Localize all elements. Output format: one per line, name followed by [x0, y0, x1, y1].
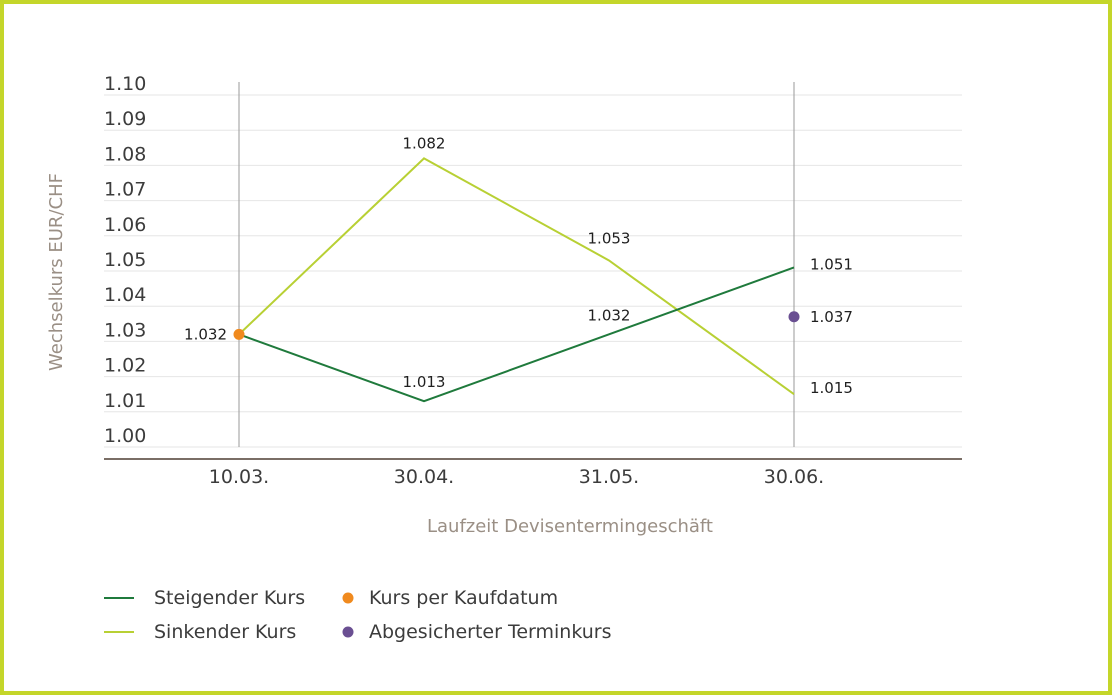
legend-item: Kurs per Kaufdatum: [342, 587, 558, 609]
x-tick-label: 10.03.: [209, 466, 269, 488]
legend: Steigender Kurs Sinkender Kurs Kurs per Ka…: [104, 587, 612, 643]
data-label: 1.051: [810, 255, 853, 273]
series-line-sinkender-kurs: [238, 157, 795, 396]
legend-item: Steigender Kurs: [104, 587, 305, 609]
y-tick-label: 1.04: [104, 284, 146, 306]
y-tick-label: 1.02: [104, 355, 146, 377]
y-tick-label: 1.08: [104, 143, 146, 165]
y-tick-label: 1.01: [104, 390, 146, 412]
series-line-steigender-kurs: [238, 266, 795, 403]
y-tick-label: 1.06: [104, 214, 146, 236]
y-tick-label: 1.00: [104, 425, 146, 447]
y-tick-label: 1.07: [104, 179, 146, 201]
tick-labels: 1.00 1.01 1.02 1.03 1.04 1.05 1.06 1.07 1.08 1.09…: [104, 73, 824, 488]
legend-dot-swatch: [342, 592, 354, 604]
x-tick-label: 30.04.: [394, 466, 454, 488]
series-lines: [238, 157, 795, 403]
legend-label: Abgesicherter Terminkurs: [369, 621, 612, 643]
y-tick-label: 1.10: [104, 73, 146, 95]
y-tick-label: 1.05: [104, 249, 146, 271]
data-labels: 1.032 1.013 1.032 1.051 1.082 1.053 1.015 1.037: [184, 134, 853, 397]
terminkurs-point: [788, 311, 800, 323]
data-label: 1.032: [184, 325, 227, 343]
data-label: 1.032: [588, 306, 631, 324]
x-tick-label: 30.06.: [764, 466, 824, 488]
legend-label: Kurs per Kaufdatum: [369, 587, 558, 609]
x-axis-label: Laufzeit Devisentermingeschäft: [427, 516, 713, 537]
data-label: 1.015: [810, 379, 853, 397]
legend-item: Abgesicherter Terminkurs: [342, 621, 612, 643]
y-axis-label: Wechselkurs EUR/CHF: [46, 173, 67, 371]
legend-dot-swatch: [342, 626, 354, 638]
kaufdatum-point: [233, 328, 245, 340]
data-label: 1.013: [403, 373, 446, 391]
gridlines: [104, 94, 962, 448]
reference-lines: [238, 82, 795, 447]
legend-label: Steigender Kurs: [154, 587, 305, 609]
y-tick-label: 1.09: [104, 108, 146, 130]
point-markers: [233, 311, 800, 340]
data-label: 1.053: [588, 229, 631, 247]
x-tick-label: 31.05.: [579, 466, 639, 488]
legend-label: Sinkender Kurs: [154, 621, 296, 643]
legend-item: Sinkender Kurs: [104, 621, 296, 643]
y-tick-label: 1.03: [104, 319, 146, 341]
data-label: 1.037: [810, 308, 853, 326]
data-label: 1.082: [403, 134, 446, 152]
